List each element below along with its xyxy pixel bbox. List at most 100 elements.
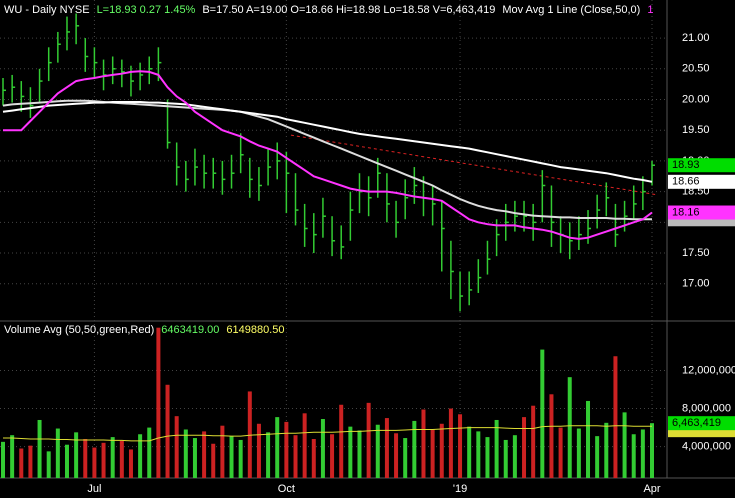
y-tick-label: 12,000,000 — [682, 364, 735, 376]
volume-bar — [586, 400, 591, 478]
volume-bar — [485, 437, 490, 478]
volume-bar — [467, 426, 472, 478]
volume-bar — [476, 431, 481, 478]
x-tick-label: Oct — [278, 483, 295, 495]
volume-bar — [10, 435, 15, 478]
volume-bar — [119, 440, 124, 478]
volume-bar — [567, 377, 572, 478]
volume-bar — [83, 439, 88, 478]
volume-bar — [357, 430, 362, 478]
x-tick-label: Apr — [643, 483, 660, 495]
volume-bar — [522, 417, 527, 478]
volume-bar — [275, 417, 280, 478]
volume-bar — [1, 441, 5, 478]
volume-bar — [183, 429, 188, 478]
header-item: Mov Avg 1 Line (Close,50,0) — [502, 4, 640, 16]
value-badge — [668, 174, 735, 189]
volume-bar — [19, 448, 24, 478]
volume-bar — [174, 416, 179, 478]
y-tick-label: 20.50 — [682, 63, 710, 75]
header-item: Volume Avg (50,50,green,Red) — [4, 324, 154, 336]
y-tick-label: 19.50 — [682, 124, 710, 136]
volume-bar — [46, 451, 51, 478]
volume-bar — [74, 432, 79, 478]
volume-bar — [631, 434, 636, 478]
trendline — [290, 134, 657, 196]
volume-bar — [531, 405, 536, 478]
volume-bar — [622, 412, 627, 478]
volume-bar — [266, 432, 271, 478]
volume-bar — [430, 429, 435, 478]
value-badge — [668, 205, 735, 220]
y-tick-label: 4,000,000 — [682, 441, 731, 453]
volume-bar — [613, 356, 618, 478]
volume-bar — [394, 433, 399, 478]
volume-bar — [640, 429, 645, 478]
volume-bar — [311, 439, 316, 478]
volume-bar — [403, 438, 408, 478]
volume-bar — [503, 439, 508, 478]
volume-bar — [192, 438, 197, 478]
value-badge-label: 18.93 — [672, 159, 700, 171]
x-tick-label: '19 — [453, 483, 467, 495]
volume-bar — [540, 349, 545, 478]
y-tick-label: 8,000,000 — [682, 402, 731, 414]
value-badge-label: 18.66 — [672, 176, 700, 188]
volume-bar — [576, 428, 581, 478]
volume-bar — [439, 423, 444, 478]
x-tick-label: Jul — [87, 483, 101, 495]
volume-bar — [28, 445, 33, 478]
volume-bar — [165, 384, 170, 478]
volume-bar — [302, 413, 307, 478]
volume-bar — [229, 436, 234, 478]
volume-bar — [37, 419, 42, 478]
header-item: 6463419.00 — [161, 324, 219, 336]
volume-bar — [55, 428, 60, 478]
value-badge-label: 18.16 — [672, 206, 700, 218]
moving-average — [2, 101, 653, 183]
volume-bar — [293, 435, 298, 478]
header-item: WU - Daily NYSE — [4, 4, 90, 16]
volume-bar — [412, 420, 417, 478]
volume-bar — [284, 421, 289, 478]
volume-bar — [156, 327, 161, 478]
y-tick-label: 17.00 — [682, 278, 710, 290]
volume-average — [3, 425, 652, 442]
volume-bar — [448, 408, 453, 478]
volume-bar — [128, 449, 133, 478]
volume-bar — [604, 422, 609, 478]
volume-bar — [458, 414, 463, 478]
value-badge-label: 6,463,419 — [672, 417, 721, 429]
header-item: B=17.50 A=19.00 O=18.66 Hi=18.98 Lo=18.5… — [202, 4, 495, 16]
volume-bar — [558, 427, 563, 478]
volume-bar — [256, 423, 261, 478]
volume-bar — [110, 437, 115, 478]
value-badge — [668, 416, 735, 431]
volume-bar — [211, 443, 216, 478]
volume-bar — [202, 431, 207, 478]
moving-average — [3, 70, 653, 240]
y-tick-label: 17.50 — [682, 247, 710, 259]
volume-bar — [650, 423, 654, 478]
volume-bar — [147, 427, 152, 478]
header-item: 1 — [647, 4, 653, 16]
volume-bar — [421, 409, 426, 478]
volume-bar — [595, 436, 600, 478]
y-tick-label: 21.00 — [682, 32, 710, 44]
header-item: 6149880.50 — [226, 324, 284, 336]
volume-bar — [238, 439, 243, 478]
header-item: L=18.93 0.27 1.45% — [97, 4, 196, 16]
header: Volume Avg (50,50,green,Red) 6463419.00 61… — [4, 324, 284, 336]
volume-bar — [549, 394, 554, 478]
volume-bar — [366, 402, 371, 478]
volume-bar — [320, 419, 325, 478]
y-tick-label: 20.00 — [682, 93, 710, 105]
header: WU - Daily NYSE L=18.93 0.27 1.45% B=17.50… — [4, 4, 653, 16]
volume-bar — [138, 434, 143, 478]
volume-bar — [339, 404, 344, 478]
volume-bar — [375, 424, 380, 478]
volume-bar — [64, 444, 69, 478]
volume-bar — [92, 447, 97, 478]
